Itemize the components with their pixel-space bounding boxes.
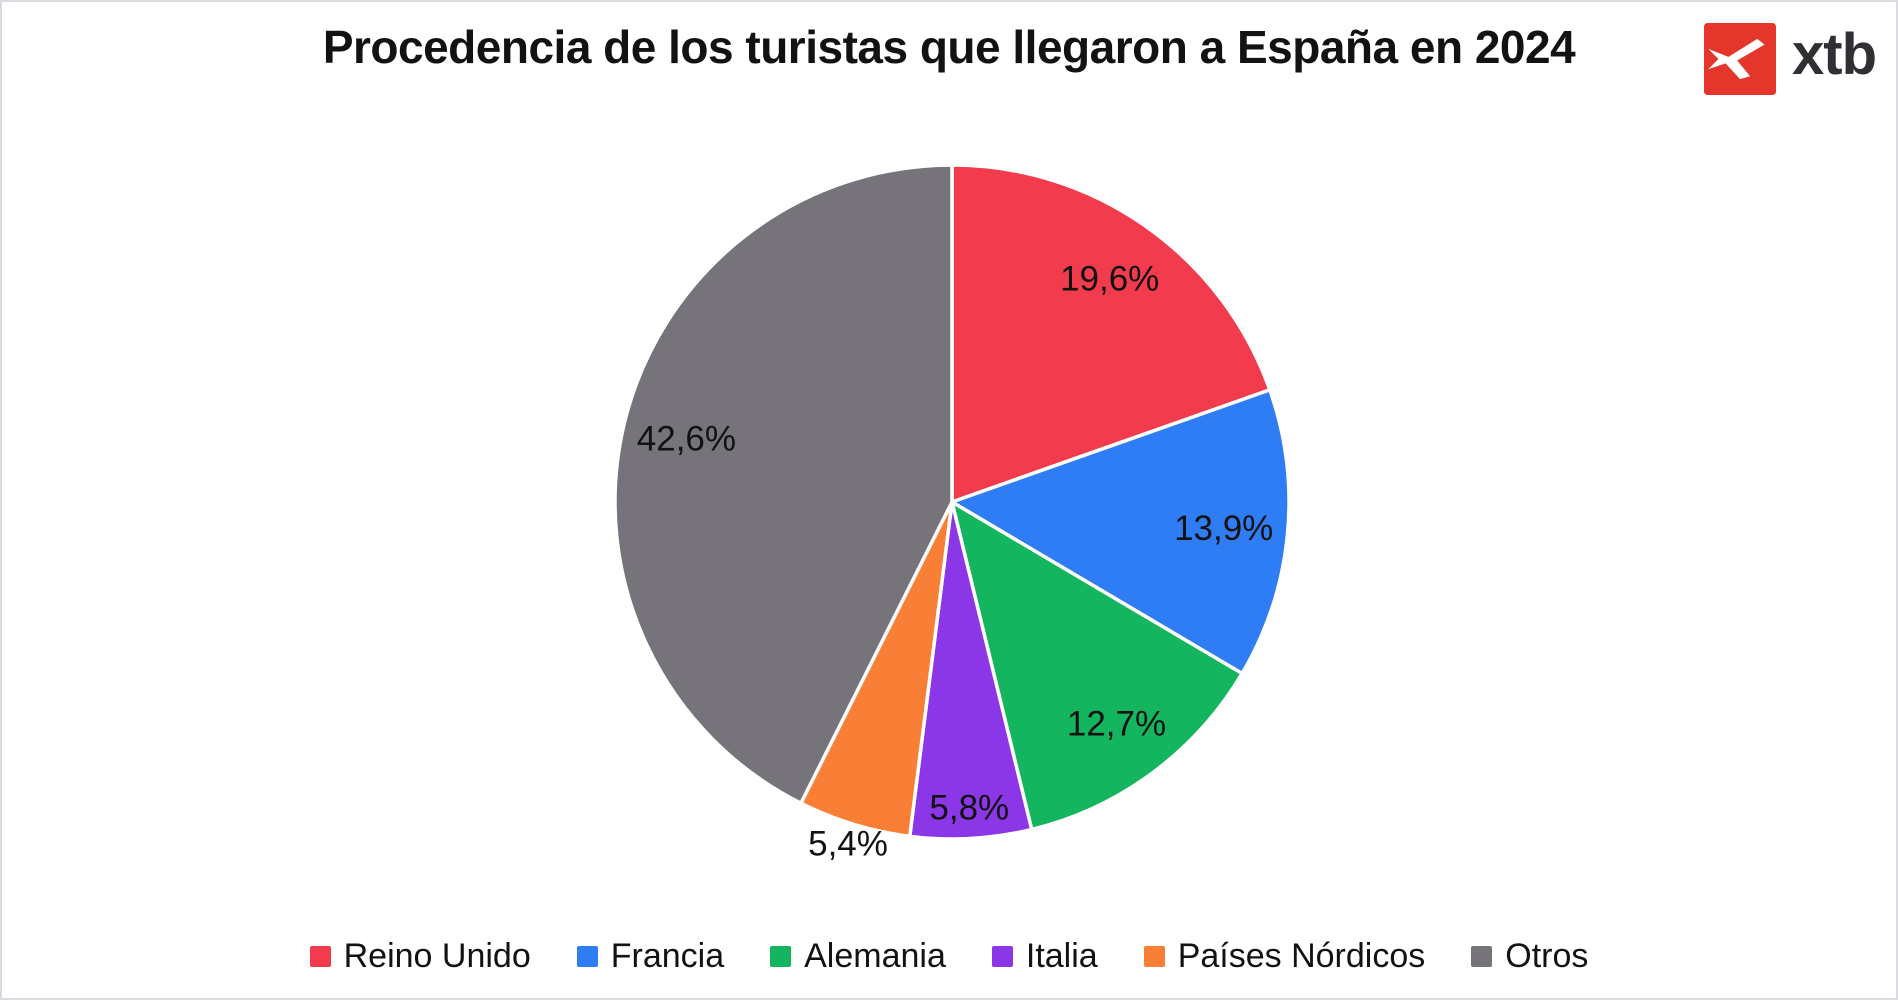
pie-slice-italia xyxy=(908,500,1034,841)
legend-swatch-italia xyxy=(991,945,1013,967)
pie-slice-francia xyxy=(950,388,1291,676)
slice-label-paises-nordicos: 5,4% xyxy=(808,824,888,863)
pie-slice-otros xyxy=(613,163,954,805)
slice-label-alemania: 12,7% xyxy=(1067,705,1166,744)
legend-swatch-alemania xyxy=(770,945,792,967)
legend-label-reino-unido: Reino Unido xyxy=(343,937,531,975)
xtb-logo-icon xyxy=(1704,23,1776,95)
chart-title: Procedencia de los turistas que llegaron… xyxy=(322,21,1576,73)
legend: Reino Unido Francia Alemania Italia Países N… xyxy=(2,936,1896,977)
legend-label-francia: Francia xyxy=(610,937,725,975)
legend-label-italia: Italia xyxy=(1025,937,1098,975)
legend-label-alemania: Alemania xyxy=(804,937,946,975)
legend-item-francia: Francia xyxy=(576,936,725,977)
legend-swatch-francia xyxy=(576,945,598,967)
legend-item-reino-unido: Reino Unido xyxy=(309,936,531,977)
legend-swatch-paises-nordicos xyxy=(1143,945,1165,967)
slice-label-italia: 5,8% xyxy=(929,789,1009,828)
legend-item-paises-nordicos: Países Nórdicos xyxy=(1143,936,1426,977)
legend-item-italia: Italia xyxy=(991,936,1098,977)
xtb-wordmark: xtb xyxy=(1792,22,1877,87)
legend-item-alemania: Alemania xyxy=(770,936,946,977)
legend-swatch-reino-unido xyxy=(309,945,331,967)
pie-chart: 19,6% 13,9% 12,7% 5,8% 5,4% 42,6% xyxy=(613,163,1291,863)
slice-label-otros: 42,6% xyxy=(637,420,736,459)
pie-slice-alemania xyxy=(950,500,1244,832)
legend-swatch-otros xyxy=(1471,945,1493,967)
legend-label-paises-nordicos: Países Nórdicos xyxy=(1177,937,1426,975)
slice-label-francia: 13,9% xyxy=(1174,509,1273,548)
slice-label-reino-unido: 19,6% xyxy=(1060,260,1159,299)
pie-chart-area: 19,6% 13,9% 12,7% 5,8% 5,4% 42,6% xyxy=(595,145,1309,863)
legend-item-otros: Otros xyxy=(1471,936,1588,977)
legend-label-otros: Otros xyxy=(1505,937,1589,975)
xtb-logo: xtb xyxy=(1703,22,1877,95)
